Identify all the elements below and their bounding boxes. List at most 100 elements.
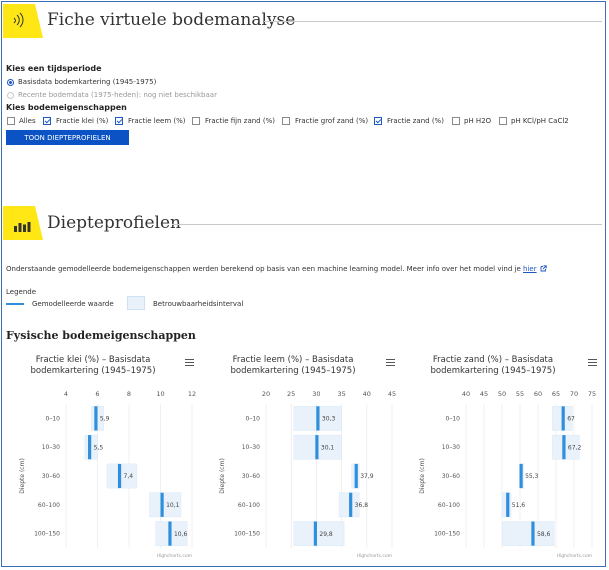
- modeled-value-bar: [354, 463, 358, 489]
- value-label: 36,8: [355, 502, 369, 509]
- y-axis-title: Diepte (cm): [419, 458, 426, 494]
- bar-chart-section-icon: [3, 206, 43, 240]
- checkbox-fractie-zand[interactable]: [374, 117, 382, 125]
- depth-section-divider: [172, 224, 602, 225]
- model-description: Onderstaande gemodelleerde bodemeigensch…: [6, 265, 547, 273]
- value-label: 5,5: [94, 444, 104, 451]
- chart-menu-icon[interactable]: [185, 359, 194, 366]
- value-label: 55,3: [525, 473, 539, 480]
- x-tick-label: 35: [337, 390, 345, 398]
- modeled-value-bar: [349, 492, 353, 517]
- modeled-value-bar: [313, 521, 317, 546]
- confidence-interval: [552, 434, 580, 460]
- checkbox-ph-h2o[interactable]: [452, 117, 460, 125]
- radio-basisdata[interactable]: [7, 79, 14, 86]
- checkbox-fractie-klei[interactable]: [43, 117, 51, 125]
- chart-title: Fractie leem (%) – Basisdata bodemkarter…: [230, 355, 356, 376]
- modeled-value-bar: [561, 406, 565, 431]
- category-label: 0–10: [446, 415, 461, 422]
- value-label: 67: [567, 416, 575, 423]
- legend-interval-label: Betrouwbaarheidsinterval: [153, 300, 244, 308]
- category-label: 10–30: [242, 444, 260, 451]
- checkbox-alles[interactable]: [7, 117, 15, 125]
- category-label: 60–100: [438, 502, 460, 509]
- checkbox-ph-h2o-label[interactable]: pH H2O: [464, 117, 492, 125]
- category-label: 10–30: [42, 444, 60, 451]
- category-label: 100–150: [34, 531, 60, 538]
- checkbox-fractie-leem[interactable]: [115, 117, 123, 125]
- radio-recent[interactable]: [7, 92, 14, 99]
- x-tick-label: 45: [388, 390, 396, 398]
- value-label: 58,6: [537, 531, 551, 538]
- legend-label: Legende: [6, 288, 37, 296]
- modeled-value-bar: [506, 492, 510, 517]
- chart-menu-icon[interactable]: [386, 359, 395, 366]
- chart-title: Fractie zand (%) – Basisdata bodemkarter…: [430, 355, 556, 376]
- checkbox-fractie-grof-zand-label[interactable]: Fractie grof zand (%): [295, 117, 369, 125]
- x-tick-label: 40: [462, 390, 470, 398]
- category-label: 0–10: [246, 415, 261, 422]
- modeled-value-bar: [160, 492, 164, 517]
- modeled-value-bar: [88, 435, 92, 460]
- page-title: Fiche virtuele bodemanalyse: [47, 10, 296, 30]
- header-divider: [264, 21, 602, 22]
- radio-basisdata-label[interactable]: Basisdata bodemkartering (1945-1975): [18, 78, 157, 86]
- properties-label: Kies bodemeigenschappen: [6, 103, 127, 112]
- legend-modeled-label: Gemodelleerde waarde: [32, 300, 114, 308]
- legend-modeled-line-icon: [6, 303, 24, 305]
- external-link-icon: [540, 265, 547, 272]
- model-description-text: Onderstaande gemodelleerde bodemeigensch…: [6, 265, 521, 273]
- modeled-value-bar: [168, 521, 172, 546]
- chart-fractie-zand: Fractie zand (%) – Basisdata bodemkarter…: [408, 355, 604, 565]
- chart-menu-icon[interactable]: [588, 359, 597, 366]
- x-tick-label: 6: [95, 390, 99, 398]
- legend-interval-box-icon: [127, 296, 145, 310]
- category-label: 100–150: [434, 531, 460, 538]
- soil-analysis-icon: [3, 4, 43, 38]
- x-tick-label: 40: [363, 390, 371, 398]
- checkbox-fractie-grof-zand[interactable]: [282, 117, 290, 125]
- modeled-value-bar: [562, 435, 566, 460]
- chart-credits: Highcharts.com: [557, 553, 592, 559]
- chart-title: Fractie klei (%) – Basisdata bodemkarter…: [30, 355, 156, 376]
- x-tick-label: 4: [64, 390, 68, 398]
- x-tick-label: 12: [188, 390, 196, 398]
- checkbox-fractie-fijn-zand[interactable]: [192, 117, 200, 125]
- category-label: 30–60: [242, 473, 260, 480]
- y-axis-title: Diepte (cm): [19, 458, 26, 494]
- value-label: 29,8: [319, 531, 333, 538]
- category-label: 60–100: [38, 502, 60, 509]
- x-tick-label: 20: [262, 390, 270, 398]
- value-label: 67,2: [568, 444, 582, 451]
- checkbox-fractie-klei-label[interactable]: Fractie klei (%): [56, 117, 109, 125]
- confidence-interval: [501, 521, 555, 546]
- checkbox-fractie-fijn-zand-label[interactable]: Fractie fijn zand (%): [205, 117, 275, 125]
- checkbox-fractie-zand-label[interactable]: Fractie zand (%): [387, 117, 444, 125]
- category-label: 10–30: [442, 444, 460, 451]
- confidence-interval: [293, 521, 345, 546]
- category-label: 100–150: [234, 531, 260, 538]
- x-tick-label: 65: [552, 390, 560, 398]
- chart-plot: 4 6 8 10 12 Diepte (cm) 0–10 5,9 10–30 5,5 30–60 7,…: [19, 390, 196, 559]
- value-label: 30,1: [321, 444, 335, 451]
- x-tick-label: 10: [156, 390, 164, 398]
- value-label: 10,6: [174, 531, 188, 538]
- value-label: 30,3: [322, 416, 336, 423]
- y-axis-title: Diepte (cm): [219, 458, 226, 494]
- modeled-value-bar: [316, 406, 320, 431]
- x-tick-label: 45: [480, 390, 488, 398]
- checkbox-alles-label[interactable]: Alles: [19, 117, 36, 125]
- x-tick-label: 25: [287, 390, 295, 398]
- confidence-interval: [149, 492, 182, 518]
- checkbox-ph-kcl-label[interactable]: pH KCl/pH CaCl2: [511, 117, 569, 125]
- show-depth-profiles-button[interactable]: TOON DIEPTEPROFIELEN: [6, 130, 129, 145]
- checkbox-fractie-leem-label[interactable]: Fractie leem (%): [128, 117, 186, 125]
- x-tick-label: 60: [534, 390, 542, 398]
- chart-credits: Highcharts.com: [357, 553, 392, 559]
- checkbox-ph-kcl[interactable]: [499, 117, 507, 125]
- value-label: 7,4: [124, 473, 134, 480]
- model-info-link[interactable]: hier: [523, 265, 537, 273]
- chart-credits: Highcharts.com: [157, 553, 192, 559]
- modeled-value-bar: [531, 521, 535, 546]
